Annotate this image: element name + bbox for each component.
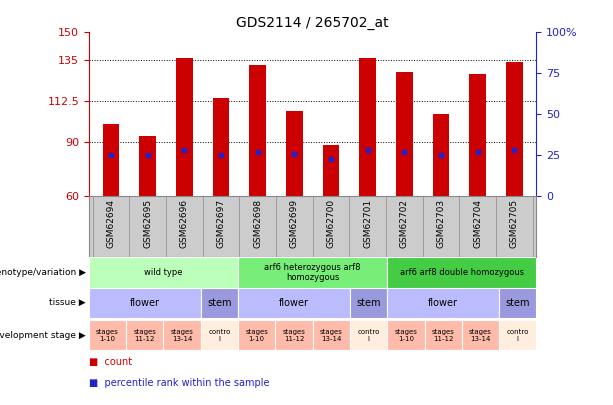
Text: arf6 arf8 double homozygous: arf6 arf8 double homozygous	[400, 268, 524, 277]
Bar	[387, 288, 499, 318]
Text: arf6 heterozygous arf8
homozygous: arf6 heterozygous arf8 homozygous	[264, 263, 361, 282]
Bar	[238, 320, 275, 350]
Text: stages
1-10: stages 1-10	[394, 328, 417, 342]
Text: stages
1-10: stages 1-10	[245, 328, 268, 342]
Text: GSM62697: GSM62697	[216, 199, 226, 248]
Bar	[470, 75, 486, 196]
Bar	[201, 288, 238, 318]
Text: GSM62705: GSM62705	[510, 199, 519, 248]
Bar	[238, 288, 350, 318]
Text: stem: stem	[506, 298, 530, 308]
Title: GDS2114 / 265702_at: GDS2114 / 265702_at	[237, 16, 389, 30]
Text: GSM62699: GSM62699	[290, 199, 299, 248]
Bar	[164, 320, 200, 350]
Text: GSM62698: GSM62698	[253, 199, 262, 248]
Text: ■  count: ■ count	[89, 358, 132, 367]
Text: ■  percentile rank within the sample: ■ percentile rank within the sample	[89, 378, 269, 388]
Text: flower: flower	[130, 298, 160, 308]
Bar	[350, 320, 387, 350]
Bar	[286, 111, 303, 196]
Text: wild type: wild type	[144, 268, 183, 277]
Text: flower: flower	[428, 298, 458, 308]
Bar	[350, 288, 387, 318]
Text: stages
13-14: stages 13-14	[469, 328, 492, 342]
Bar	[499, 320, 536, 350]
Text: stages
11-12: stages 11-12	[432, 328, 455, 342]
Text: stages
11-12: stages 11-12	[283, 328, 305, 342]
Bar	[275, 320, 313, 350]
Bar	[89, 257, 238, 288]
Bar	[322, 145, 339, 196]
Text: stages
13-14: stages 13-14	[170, 328, 194, 342]
Bar	[359, 58, 376, 196]
Bar	[89, 320, 126, 350]
Bar	[176, 58, 192, 196]
Bar	[424, 320, 462, 350]
Bar	[201, 320, 238, 350]
Bar	[396, 72, 413, 196]
Text: flower: flower	[279, 298, 309, 308]
Text: stages
11-12: stages 11-12	[134, 328, 156, 342]
Text: stem: stem	[207, 298, 232, 308]
Text: stem: stem	[356, 298, 381, 308]
Bar	[102, 124, 119, 196]
Text: development stage ▶: development stage ▶	[0, 330, 86, 340]
Bar	[462, 320, 499, 350]
Text: contro
l: contro l	[208, 328, 230, 342]
Bar	[506, 62, 523, 196]
Text: contro
l: contro l	[357, 328, 380, 342]
Text: stages
13-14: stages 13-14	[320, 328, 343, 342]
Bar	[387, 257, 536, 288]
Text: genotype/variation ▶: genotype/variation ▶	[0, 268, 86, 277]
Bar	[499, 288, 536, 318]
Bar	[89, 288, 201, 318]
Bar	[238, 257, 387, 288]
Bar	[387, 320, 424, 350]
Text: GSM62696: GSM62696	[180, 199, 189, 248]
Bar	[249, 65, 266, 196]
Bar	[213, 98, 229, 196]
Text: GSM62700: GSM62700	[327, 199, 335, 248]
Text: GSM62702: GSM62702	[400, 199, 409, 248]
Text: GSM62695: GSM62695	[143, 199, 152, 248]
Text: tissue ▶: tissue ▶	[49, 298, 86, 307]
Text: stages
1-10: stages 1-10	[96, 328, 119, 342]
Bar	[313, 320, 350, 350]
Bar	[139, 136, 156, 196]
Text: GSM62694: GSM62694	[107, 199, 115, 248]
Text: GSM62703: GSM62703	[436, 199, 446, 248]
Text: GSM62701: GSM62701	[363, 199, 372, 248]
Text: GSM62704: GSM62704	[473, 199, 482, 248]
Bar	[126, 320, 164, 350]
Bar	[433, 115, 449, 196]
Text: contro
l: contro l	[506, 328, 529, 342]
